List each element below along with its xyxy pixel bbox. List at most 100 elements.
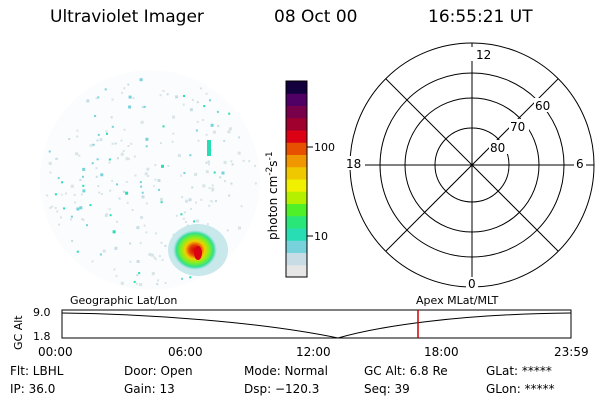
speckle: [54, 206, 57, 209]
speckle: [113, 268, 116, 271]
speckle: [114, 142, 117, 145]
speckle: [183, 172, 186, 174]
speckle: [191, 186, 194, 189]
speckle: [118, 197, 121, 200]
speckle: [56, 210, 59, 213]
speckle: [123, 87, 126, 90]
speckle: [58, 223, 61, 226]
orbit-panel: Geographic Lat/Lon Apex MLat/MLT GC Alt …: [12, 294, 589, 359]
speckle: [109, 214, 112, 217]
speckle: [219, 176, 222, 179]
speckle: [68, 138, 71, 140]
speckle: [120, 281, 124, 285]
speckle: [140, 185, 143, 188]
date-label: 08 Oct 00: [274, 7, 358, 27]
speckle: [91, 260, 94, 263]
colorbar-cell: [286, 154, 307, 168]
speckle: [127, 158, 130, 161]
speckle: [195, 129, 198, 132]
speckle: [254, 182, 257, 185]
speckle: [135, 282, 138, 285]
speckle: [152, 185, 155, 187]
speckle: [104, 213, 108, 217]
speckle: [70, 184, 74, 188]
label-bg-right: [574, 156, 586, 170]
speckle: [156, 283, 159, 286]
speckle: [136, 260, 140, 263]
speckle: [164, 282, 167, 284]
speckle: [89, 204, 92, 207]
orbit-frame: [61, 309, 572, 339]
speckle: [221, 171, 225, 175]
speckle: [130, 142, 133, 145]
speckle: [146, 167, 150, 171]
speckle: [80, 193, 83, 196]
speckle: [224, 180, 226, 183]
label-bg-80: [489, 140, 509, 154]
polar-label-top: 12: [476, 48, 491, 62]
orbit-ylabel: GC Alt: [12, 315, 25, 350]
speckle: [99, 138, 103, 142]
speckle: [158, 255, 161, 258]
speckle: [116, 157, 119, 160]
speckle: [95, 167, 98, 170]
colorbar-cell: [286, 117, 307, 131]
speckle: [193, 220, 196, 223]
speckle: [162, 125, 165, 128]
speckle: [238, 136, 241, 139]
speckle: [145, 145, 148, 148]
info-dsp: Dsp: −120.3: [244, 382, 320, 396]
speckle: [182, 103, 185, 106]
colorbar-cell: [286, 240, 307, 253]
speckle: [154, 178, 157, 181]
speckle: [211, 187, 215, 191]
speckle: [97, 133, 100, 136]
label-bg-left: [343, 156, 365, 170]
speckle: [132, 97, 135, 100]
speckle: [145, 231, 148, 234]
speckle: [122, 190, 125, 193]
speckle: [188, 198, 192, 202]
speckle: [110, 116, 113, 119]
speckle: [212, 130, 216, 134]
speckle: [141, 195, 145, 199]
speckle: [164, 244, 167, 247]
speckle: [104, 88, 107, 91]
speckle: [73, 193, 76, 196]
speckle: [96, 139, 99, 142]
speckle: [105, 213, 108, 215]
speckle: [208, 204, 211, 207]
speckle: [100, 193, 103, 195]
speckle: [223, 160, 227, 164]
speckle: [82, 189, 86, 193]
speckle: [108, 161, 111, 164]
speckle: [151, 272, 155, 276]
speckle: [207, 160, 210, 163]
speckle: [74, 201, 77, 204]
speckle: [155, 232, 158, 235]
speckle: [205, 161, 208, 164]
speckle: [129, 260, 132, 263]
speckle: [92, 143, 95, 146]
info-glat: GLat: *****: [486, 364, 552, 378]
speckle: [160, 201, 163, 204]
polar-diagonal-2: [385, 78, 559, 252]
speckle: [145, 137, 149, 141]
speckle: [48, 150, 51, 153]
info-ip: IP: 36.0: [10, 382, 56, 396]
speckle: [150, 253, 154, 257]
speckle: [48, 161, 52, 165]
speckle: [166, 93, 169, 96]
colorbar-cell: [286, 130, 307, 143]
speckle: [140, 215, 144, 219]
info-gcalt: GC Alt: 6.8 Re: [364, 364, 448, 378]
speckle: [205, 133, 208, 136]
speckle: [57, 177, 60, 180]
speckle: [91, 162, 94, 165]
speckle: [143, 105, 146, 108]
speckle: [242, 159, 245, 162]
speckle: [136, 226, 140, 230]
speckle: [125, 191, 129, 195]
polar-grid: [349, 42, 595, 288]
speckle: [157, 179, 161, 182]
